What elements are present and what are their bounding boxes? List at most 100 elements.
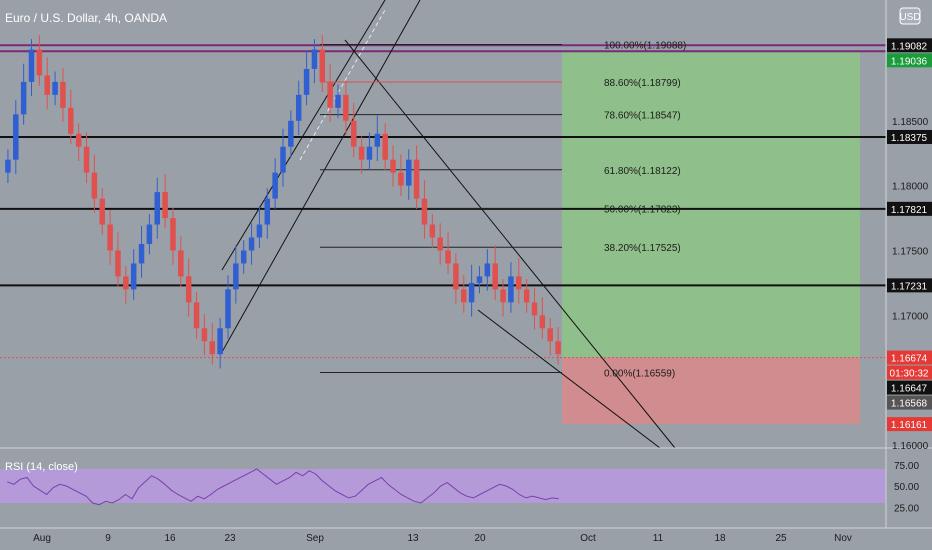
fib-label: 88.60%(1.18799) <box>604 78 681 89</box>
price-badge <box>887 129 932 144</box>
candle-body <box>547 328 553 342</box>
candle-body <box>327 81 333 108</box>
candle-body <box>91 172 98 199</box>
candle-body <box>437 237 443 251</box>
price-badge-text: 1.18375 <box>891 133 928 144</box>
fib-label: 100.00%(1.19088) <box>604 41 686 52</box>
x-tick-label: Sep <box>306 533 324 544</box>
candle-body <box>405 159 412 186</box>
candle-body <box>421 198 428 225</box>
candle-body <box>60 81 66 108</box>
x-tick-label: 25 <box>775 533 787 544</box>
candles <box>5 35 561 369</box>
candle-body <box>539 315 546 329</box>
candle-body <box>225 289 231 329</box>
rsi-line <box>7 468 559 506</box>
x-tick-label: 9 <box>105 533 111 544</box>
candle-body <box>162 192 168 219</box>
fib-label: 38.20%(1.17525) <box>604 243 681 254</box>
candle-body <box>264 198 271 225</box>
candle-body <box>107 224 113 251</box>
candle-body <box>492 263 498 290</box>
x-tick-label: Oct <box>580 533 596 544</box>
candle-body <box>382 133 388 160</box>
candle-body <box>115 250 121 277</box>
candle-body <box>52 81 58 95</box>
x-tick-label: 16 <box>164 533 176 544</box>
candle-body <box>248 237 255 251</box>
candle-body <box>516 276 522 290</box>
candle-body <box>413 159 420 199</box>
candle-body <box>233 263 239 290</box>
price-badge <box>887 417 932 432</box>
x-tick-label: 13 <box>407 533 419 544</box>
x-tick-label: 18 <box>714 533 726 544</box>
currency-button[interactable] <box>899 7 921 25</box>
price-badge-text: 1.17821 <box>891 205 928 216</box>
price-badge <box>887 350 932 365</box>
candle-body <box>256 224 263 238</box>
rsi-label: RSI (14, close) <box>5 461 78 473</box>
x-tick-label: 20 <box>474 533 486 544</box>
candle-body <box>83 146 90 173</box>
candle-body <box>453 263 459 290</box>
price-badge-text: 1.17231 <box>891 281 928 292</box>
candle-body <box>508 276 514 303</box>
candle-body <box>5 159 11 173</box>
channel-mid-line <box>299 9 386 161</box>
candle-body <box>531 302 538 316</box>
price-badge-text: 1.16674 <box>891 354 928 365</box>
candle-body <box>138 243 145 264</box>
candle-body <box>484 263 491 277</box>
candle-body <box>461 289 467 303</box>
currency-label: USD <box>899 12 920 23</box>
x-tick-label: 11 <box>653 533 664 544</box>
candle-body <box>99 198 105 225</box>
candle-body <box>178 250 184 277</box>
candle-body <box>343 94 349 121</box>
price-badge-text: 1.19082 <box>891 41 928 52</box>
candle-body <box>335 94 341 108</box>
price-badge-text: 1.16647 <box>891 384 928 395</box>
candle-body <box>390 159 396 173</box>
candle-body <box>288 120 294 147</box>
candle-body <box>75 133 82 147</box>
candle-body <box>445 250 451 264</box>
price-badge <box>887 380 932 395</box>
candle-body <box>154 192 161 225</box>
channel-lower-line <box>221 0 421 353</box>
candle-body <box>366 146 373 160</box>
x-tick-label: Aug <box>33 533 51 544</box>
price-badge <box>887 38 932 53</box>
candle-body <box>311 49 318 69</box>
candle-body <box>374 133 381 147</box>
price-badge-text: 01:30:32 <box>890 369 929 380</box>
rsi-tick-label: 50.00 <box>894 482 919 493</box>
candle-body <box>170 218 176 251</box>
candle-body <box>185 276 192 303</box>
fib-label: 50.00%(1.17823) <box>604 205 681 216</box>
candle-body <box>123 276 129 290</box>
candle-body <box>429 224 436 238</box>
chart-title: Euro / U.S. Dollar, 4h, OANDA <box>5 11 167 25</box>
price-badge <box>887 365 932 380</box>
candle-body <box>240 250 247 264</box>
candle-body <box>303 68 310 95</box>
wedge-lower-line <box>477 309 661 449</box>
price-badge-text: 1.16161 <box>891 420 928 431</box>
candle-body <box>44 75 50 95</box>
price-badge-text: 1.16568 <box>891 399 928 410</box>
candle-body <box>36 49 43 76</box>
price-badge <box>887 201 932 216</box>
fib-label: 61.80%(1.18122) <box>604 166 681 177</box>
wedge-upper-line <box>344 39 676 449</box>
candle-body <box>358 146 365 160</box>
y-tick-label: 1.18500 <box>892 117 929 128</box>
candle-body <box>280 146 286 173</box>
x-tick-label: Nov <box>834 533 852 544</box>
x-tick-label: 23 <box>224 533 236 544</box>
candle-body <box>350 120 357 147</box>
candle-body <box>193 302 200 329</box>
candle-body <box>468 282 475 303</box>
